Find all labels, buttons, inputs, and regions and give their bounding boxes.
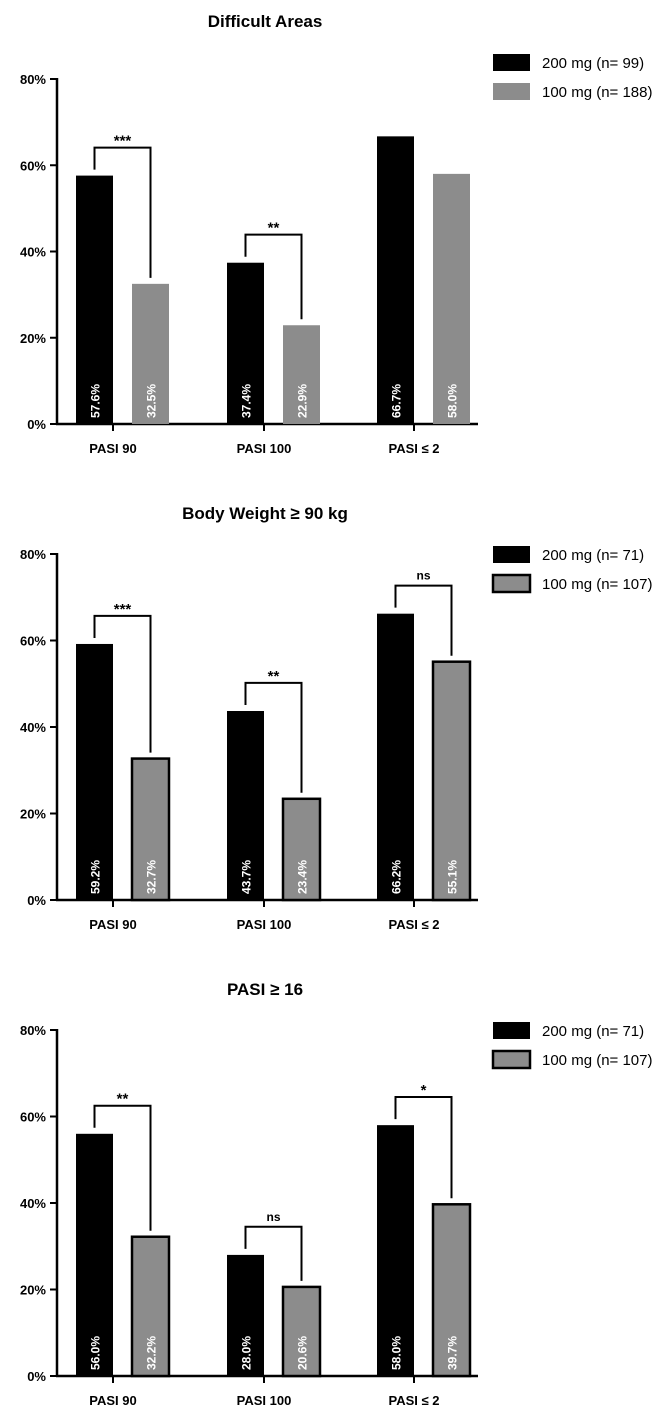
y-tick-label: 0% (27, 1369, 46, 1384)
x-tick-label: PASI ≤ 2 (389, 441, 440, 456)
bar (431, 1203, 472, 1378)
bar (130, 757, 171, 902)
bar-value-label: 58.0% (390, 1336, 404, 1370)
y-tick-label: 20% (20, 1283, 46, 1298)
bar-value-label: 39.7% (446, 1336, 460, 1370)
bar (227, 1254, 264, 1376)
significance-label: *** (114, 133, 132, 150)
y-tick-label: 0% (27, 893, 46, 908)
significance-bracket (244, 1225, 303, 1281)
significance-label: ns (416, 569, 430, 583)
legend-swatch (493, 1022, 530, 1039)
legend-label: 100 mg (n= 107) (542, 576, 653, 593)
significance-bracket (244, 233, 303, 320)
bar (132, 283, 169, 424)
y-tick-label: 40% (20, 720, 46, 735)
chart-title: Difficult Areas (208, 12, 323, 31)
significance-label: * (421, 1082, 427, 1099)
bar (130, 1235, 171, 1378)
legend-swatch (491, 1049, 532, 1070)
chart-title: PASI ≥ 16 (227, 980, 303, 999)
chart-title: Body Weight ≥ 90 kg (182, 504, 348, 523)
significance-label: ns (266, 1210, 280, 1224)
bar (227, 710, 264, 900)
significance-bracket (93, 1104, 152, 1231)
x-tick-label: PASI 90 (89, 441, 136, 456)
y-tick-label: 80% (20, 72, 46, 87)
y-tick-label: 80% (20, 1023, 46, 1038)
significance-bracket (244, 681, 303, 793)
bar-value-label: 57.6% (89, 384, 103, 418)
legend-label: 200 mg (n= 71) (542, 547, 644, 564)
bar (377, 613, 414, 900)
x-tick-label: PASI ≤ 2 (389, 1393, 440, 1406)
bar (283, 325, 320, 424)
chart-panel-0: Difficult Areas 0% 20% 40% 60% 80% PASI 90 PASI… (20, 12, 653, 456)
bar-value-label: 20.6% (296, 1336, 310, 1370)
legend-label: 200 mg (n= 99) (542, 55, 644, 72)
bar-value-label: 56.0% (89, 1336, 103, 1370)
bar-value-label: 43.7% (240, 860, 254, 894)
bar-value-label: 58.0% (446, 384, 460, 418)
significance-bracket (394, 584, 453, 656)
y-tick-label: 40% (20, 1196, 46, 1211)
legend-swatch (493, 546, 530, 563)
bar-value-label: 32.2% (145, 1336, 159, 1370)
legend-swatch (493, 54, 530, 71)
legend-label: 100 mg (n= 188) (542, 84, 653, 101)
x-tick-label: PASI 90 (89, 1393, 136, 1406)
bar (377, 136, 414, 424)
bar-value-label: 37.4% (240, 384, 254, 418)
y-tick-label: 0% (27, 417, 46, 432)
bar (76, 643, 113, 900)
bar (76, 175, 113, 424)
bar-value-label: 59.2% (89, 860, 103, 894)
chart-panel-2: PASI ≥ 16 0% 20% 40% 60% 80% PASI 90 PASI 100 PA… (20, 980, 653, 1406)
significance-bracket (394, 1096, 453, 1199)
chart-panel-1: Body Weight ≥ 90 kg 0% 20% 40% 60% 80% PASI 90… (20, 504, 653, 932)
y-tick-label: 40% (20, 245, 46, 260)
significance-label: *** (114, 601, 132, 618)
bar (433, 173, 470, 424)
bar-value-label: 32.7% (145, 860, 159, 894)
bar-value-label: 22.9% (296, 384, 310, 418)
x-tick-label: PASI 90 (89, 917, 136, 932)
significance-label: ** (268, 220, 280, 237)
significance-label: ** (268, 668, 280, 685)
bar-value-label: 32.5% (145, 384, 159, 418)
legend-label: 200 mg (n= 71) (542, 1023, 644, 1040)
x-tick-label: PASI ≤ 2 (389, 917, 440, 932)
bar (431, 660, 472, 902)
bar (281, 797, 322, 902)
bar-value-label: 23.4% (296, 860, 310, 894)
significance-bracket (93, 614, 152, 753)
bar-value-label: 28.0% (240, 1336, 254, 1370)
significance-bracket (93, 146, 152, 278)
bar-value-label: 55.1% (446, 860, 460, 894)
y-tick-label: 60% (20, 634, 46, 649)
y-tick-label: 60% (20, 1110, 46, 1125)
y-tick-label: 60% (20, 158, 46, 173)
legend-swatch (491, 573, 532, 594)
significance-label: ** (117, 1091, 129, 1108)
y-tick-label: 80% (20, 547, 46, 562)
x-tick-label: PASI 100 (237, 441, 292, 456)
bar (377, 1125, 414, 1376)
y-tick-label: 20% (20, 807, 46, 822)
bar-value-label: 66.7% (390, 384, 404, 418)
x-tick-label: PASI 100 (237, 1393, 292, 1406)
legend-swatch (493, 83, 530, 100)
bar (281, 1285, 322, 1378)
bar (227, 262, 264, 424)
bar-value-label: 66.2% (390, 860, 404, 894)
legend-label: 100 mg (n= 107) (542, 1052, 653, 1069)
x-tick-label: PASI 100 (237, 917, 292, 932)
bar (76, 1133, 113, 1376)
y-tick-label: 20% (20, 331, 46, 346)
